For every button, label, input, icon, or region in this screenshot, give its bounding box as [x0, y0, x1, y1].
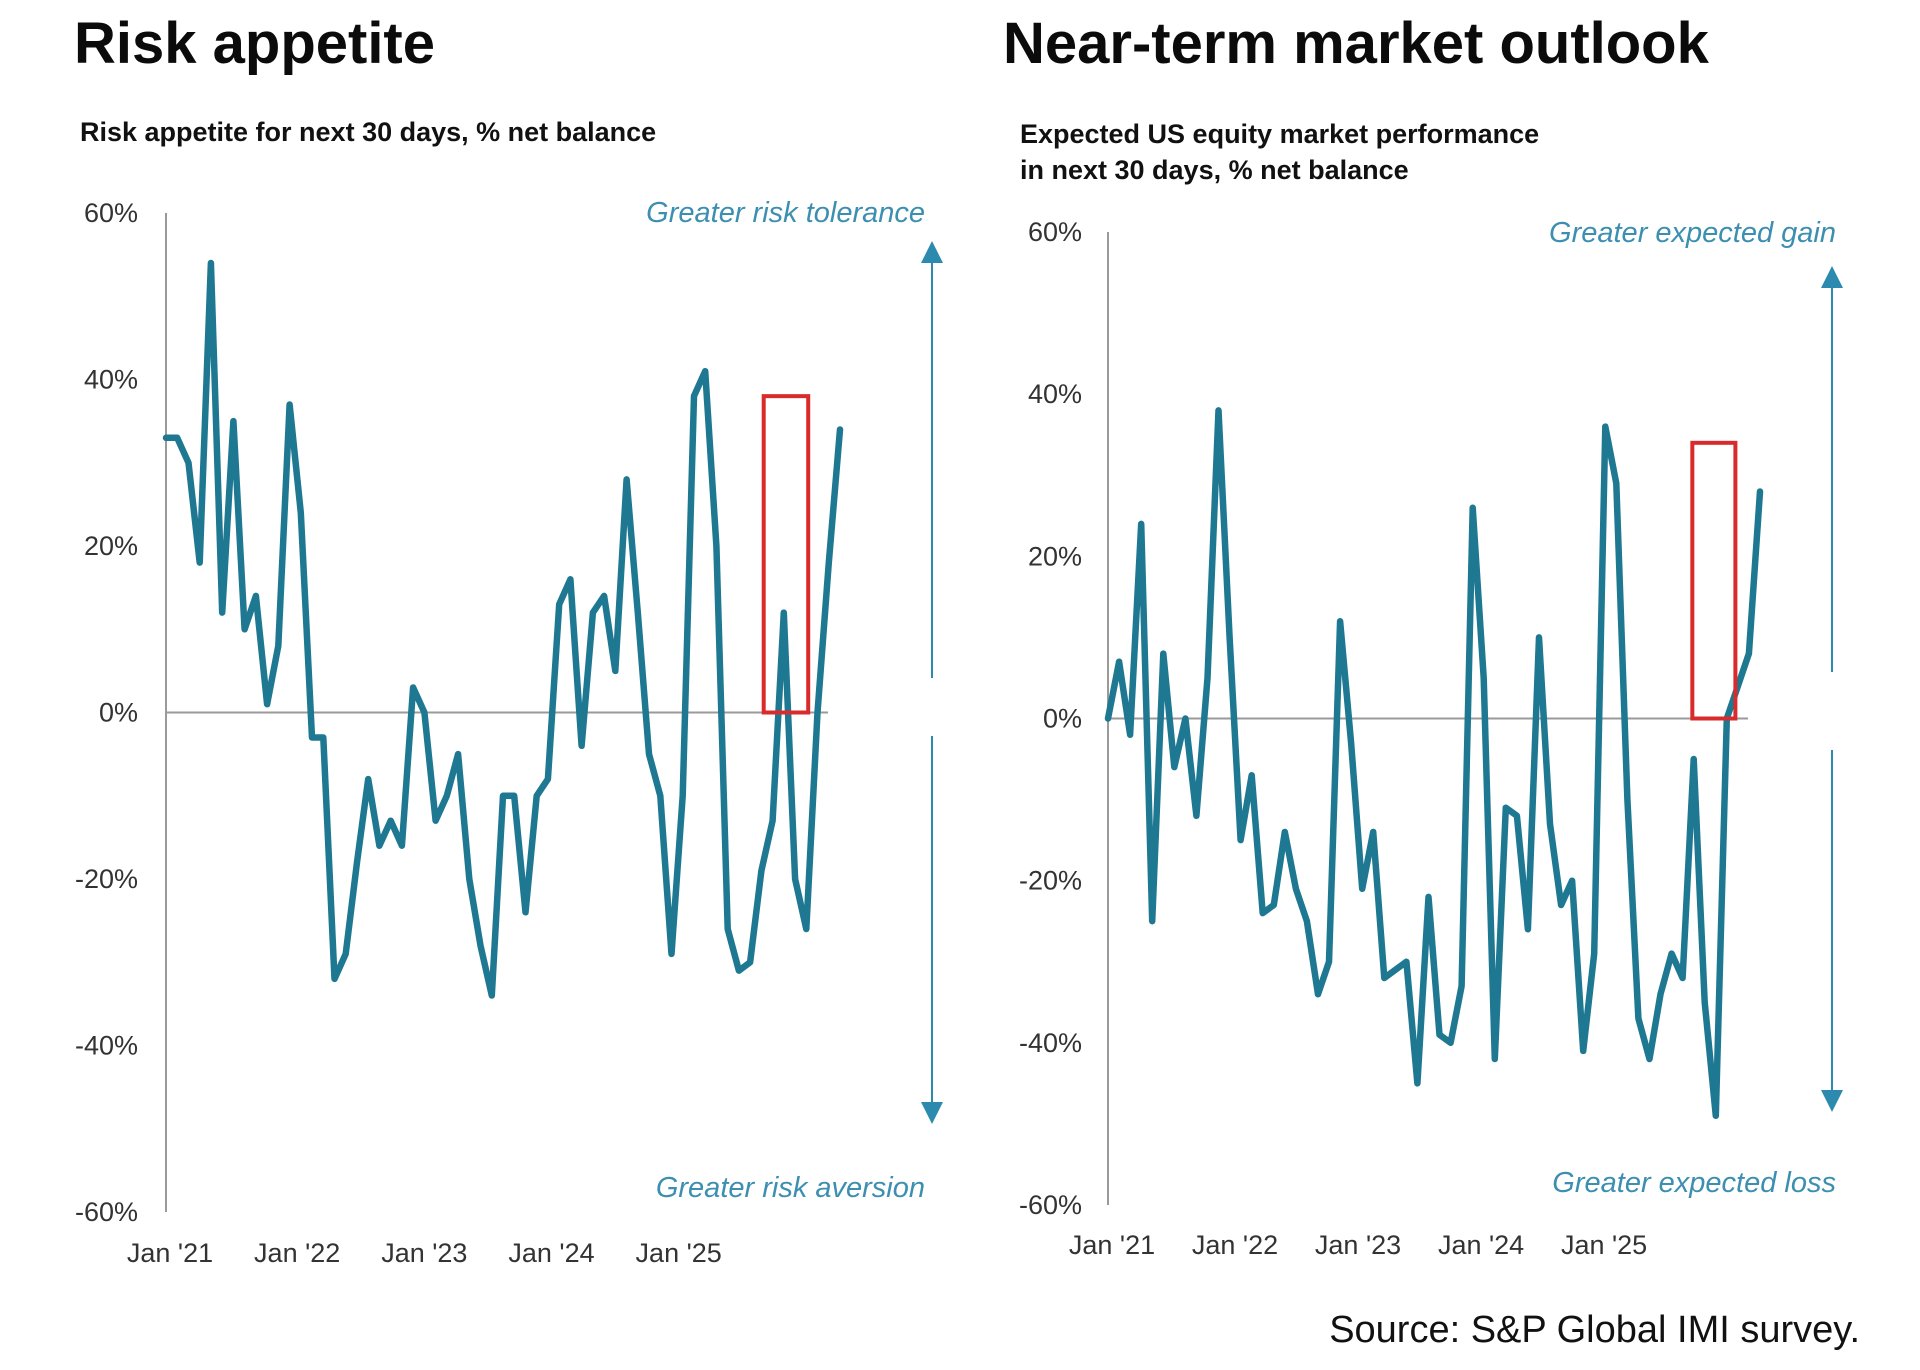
series-line — [162, 259, 844, 999]
x-tick-label: Jan '21 — [1069, 1230, 1155, 1260]
subtitle-line-2: in next 30 days, % net balance — [1020, 155, 1409, 185]
series-line — [1104, 407, 1764, 1120]
subtitle-line: Risk appetite for next 30 days, % net ba… — [80, 117, 657, 147]
risk-appetite-panel: Risk appetite Risk appetite for next 30 … — [0, 0, 960, 1290]
y-tick-label: -20% — [1019, 866, 1082, 896]
x-tick-label: Jan '21 — [127, 1238, 213, 1268]
risk-appetite-chart: 60% 40% 20% 0% -20% -40% -60% Jan '21 Jan '22 Jan… — [75, 197, 943, 1268]
source-note: Source: S&P Global IMI survey. — [1329, 1309, 1860, 1351]
annotation-bottom: Greater risk aversion — [656, 1172, 925, 1204]
x-tick-label: Jan '24 — [1438, 1230, 1524, 1260]
y-tick-label: 60% — [1028, 217, 1082, 247]
y-tick-label: 60% — [84, 198, 138, 228]
x-tick-label: Jan '24 — [508, 1238, 594, 1268]
y-tick-label: 20% — [84, 531, 138, 561]
y-tick-label: -20% — [75, 864, 138, 894]
y-tick-label: 0% — [1043, 704, 1082, 734]
x-tick-label: Jan '22 — [1192, 1230, 1278, 1260]
down-arrow-head — [921, 1102, 943, 1124]
up-arrow-head — [1821, 266, 1843, 288]
y-tick-label: 40% — [84, 365, 138, 395]
chart-subtitle: Expected US equity market performance in… — [1020, 116, 1539, 188]
y-tick-label: 40% — [1028, 379, 1082, 409]
x-tick-label: Jan '25 — [1561, 1230, 1647, 1260]
down-arrow-head — [1821, 1090, 1843, 1112]
y-tick-label: 20% — [1028, 541, 1082, 571]
x-tick-label: Jan '22 — [254, 1238, 340, 1268]
highlight-box — [761, 394, 811, 715]
chart-title: Risk appetite — [74, 11, 435, 76]
chart-subtitle: Risk appetite for next 30 days, % net ba… — [80, 114, 656, 150]
x-tick-label: Jan '23 — [381, 1238, 467, 1268]
market-outlook-chart: 60% 40% 20% 0% -20% -40% -60% Jan '21 Jan '22 Jan… — [1019, 217, 1843, 1260]
y-tick-label: 0% — [99, 698, 138, 728]
chart-title: Near-term market outlook — [1003, 11, 1709, 76]
market-outlook-panel: Near-term market outlook Expected US equ… — [960, 0, 1920, 1290]
y-tick-label: -40% — [1019, 1028, 1082, 1058]
annotation-bottom: Greater expected loss — [1552, 1167, 1836, 1199]
x-tick-label: Jan '25 — [636, 1238, 722, 1268]
annotation-top: Greater expected gain — [1549, 217, 1836, 249]
annotation-top: Greater risk tolerance — [646, 197, 925, 229]
y-tick-label: -60% — [1019, 1190, 1082, 1220]
subtitle-line-1: Expected US equity market performance — [1020, 119, 1540, 149]
y-tick-label: -40% — [75, 1031, 138, 1061]
x-tick-label: Jan '23 — [1315, 1230, 1401, 1260]
up-arrow-head — [921, 241, 943, 263]
highlight-box — [1690, 440, 1738, 721]
y-tick-label: -60% — [75, 1197, 138, 1227]
